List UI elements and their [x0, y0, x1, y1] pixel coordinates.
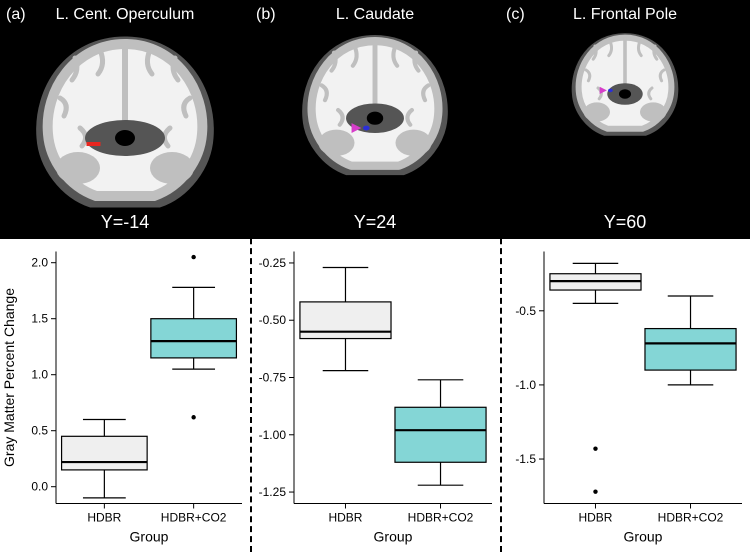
svg-text:Group: Group	[374, 529, 413, 545]
brain-panel-c: (c) L. Frontal Pole Y=60	[500, 0, 750, 239]
svg-text:-1.5: -1.5	[515, 452, 536, 466]
svg-text:0.0: 0.0	[31, 480, 48, 494]
svg-text:HDBR: HDBR	[87, 511, 121, 525]
brain-image-c	[562, 28, 688, 142]
svg-text:0.5: 0.5	[31, 424, 48, 438]
y-coord-c: Y=60	[604, 212, 647, 233]
svg-text:1.5: 1.5	[31, 312, 48, 326]
svg-text:-0.25: -0.25	[259, 256, 287, 270]
y-coord-b: Y=24	[354, 212, 397, 233]
panel-label-c: (c)	[506, 6, 525, 24]
panel-label-b: (b)	[256, 6, 276, 24]
panel-c: (c) L. Frontal Pole Y=60 -1.5 -1.0 -0.5 HDB…	[500, 0, 750, 552]
panel-divider-2	[500, 0, 502, 552]
svg-text:-0.5: -0.5	[515, 304, 536, 318]
svg-text:HDBR+CO2: HDBR+CO2	[408, 511, 474, 525]
svg-text:1.0: 1.0	[31, 368, 48, 382]
svg-text:-1.0: -1.0	[515, 378, 536, 392]
svg-text:HDBR+CO2: HDBR+CO2	[658, 511, 724, 525]
svg-text:HDBR: HDBR	[328, 511, 362, 525]
figure-root: (a) L. Cent. Operculum Y=-14 0.0 0.5 1.0 1.…	[0, 0, 750, 552]
y-coord-a: Y=-14	[101, 212, 150, 233]
boxplot-b: -1.25 -1.00 -0.75 -0.50 -0.25 HDBR HDBR+CO2 Gro…	[250, 239, 500, 552]
panel-b: (b) L. Caudate Y=24 -1.25 -1.00 -0.75 -0.50…	[250, 0, 500, 552]
svg-text:Gray Matter Percent Change: Gray Matter Percent Change	[1, 288, 17, 467]
svg-text:HDBR: HDBR	[578, 511, 612, 525]
chart-panel-c: -1.5 -1.0 -0.5 HDBR HDBR+CO2 Group	[500, 239, 750, 552]
svg-text:-0.75: -0.75	[259, 371, 287, 385]
panel-title-c: L. Frontal Pole	[573, 6, 677, 24]
brain-image-a	[20, 28, 230, 218]
svg-text:-1.00: -1.00	[259, 428, 287, 442]
svg-text:2.0: 2.0	[31, 256, 48, 270]
panel-a: (a) L. Cent. Operculum Y=-14 0.0 0.5 1.0 1.…	[0, 0, 250, 552]
svg-text:HDBR+CO2: HDBR+CO2	[161, 511, 227, 525]
panel-divider-1	[250, 0, 252, 552]
brain-image-b	[289, 28, 461, 184]
brain-panel-b: (b) L. Caudate Y=24	[250, 0, 500, 239]
panel-title-a: L. Cent. Operculum	[56, 6, 195, 24]
svg-text:-1.25: -1.25	[259, 485, 287, 499]
chart-panel-b: -1.25 -1.00 -0.75 -0.50 -0.25 HDBR HDBR+CO2 Gro…	[250, 239, 500, 552]
panel-label-a: (a)	[6, 6, 26, 24]
svg-text:Group: Group	[130, 529, 169, 545]
svg-text:Group: Group	[624, 529, 663, 545]
panel-title-b: L. Caudate	[336, 6, 414, 24]
boxplot-c: -1.5 -1.0 -0.5 HDBR HDBR+CO2 Group	[500, 239, 750, 552]
brain-panel-a: (a) L. Cent. Operculum Y=-14	[0, 0, 250, 239]
chart-panel-a: 0.0 0.5 1.0 1.5 2.0 Gray Matter Percent Chang…	[0, 239, 250, 552]
boxplot-a: 0.0 0.5 1.0 1.5 2.0 Gray Matter Percent Chang…	[0, 239, 250, 552]
svg-text:-0.50: -0.50	[259, 313, 287, 327]
